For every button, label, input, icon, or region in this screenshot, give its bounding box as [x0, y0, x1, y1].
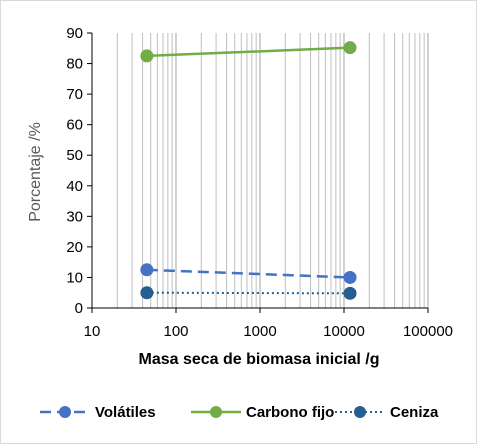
y-tick-label: 70	[66, 86, 83, 103]
y-tick-labels: 0 10 20 30 40 50 60 70 80 90	[66, 25, 83, 317]
data-point	[140, 49, 154, 63]
x-tick-label: 1000	[243, 323, 276, 340]
y-tick-label: 50	[66, 147, 83, 164]
legend-marker	[354, 406, 366, 418]
y-tick-label: 60	[66, 117, 83, 134]
data-point	[343, 41, 357, 55]
series-line	[146, 291, 351, 295]
data-point	[140, 286, 154, 300]
series-line	[146, 268, 351, 279]
legend-marker	[210, 406, 222, 418]
x-tick-labels: 10 100 1000 10000 100000	[84, 323, 453, 340]
y-tick-label: 80	[66, 56, 83, 73]
data-point	[140, 263, 154, 277]
y-axis-label: Porcentaje /%	[27, 122, 44, 222]
y-tick-label: 10	[66, 269, 83, 286]
legend-label: Ceniza	[390, 404, 439, 421]
axes	[87, 32, 429, 313]
series	[140, 41, 357, 300]
data-point	[343, 286, 357, 300]
y-tick-label: 90	[66, 25, 83, 42]
x-axis-label: Masa seca de biomasa inicial /g	[139, 351, 380, 368]
x-tick-label: 10000	[323, 323, 365, 340]
legend: Volátiles Carbono fijo Ceniza	[40, 404, 439, 421]
series-line	[146, 46, 351, 58]
y-tick-label: 20	[66, 239, 83, 256]
y-tick-label: 0	[75, 300, 83, 317]
x-tick-label: 10	[84, 323, 101, 340]
legend-label: Volátiles	[95, 404, 156, 421]
data-point	[343, 270, 357, 284]
y-tick-label: 40	[66, 178, 83, 195]
y-tick-label: 30	[66, 208, 83, 225]
x-tick-label: 100000	[403, 323, 453, 340]
x-tick-label: 100	[163, 323, 188, 340]
legend-marker	[59, 406, 71, 418]
legend-label: Carbono fijo	[246, 404, 334, 421]
